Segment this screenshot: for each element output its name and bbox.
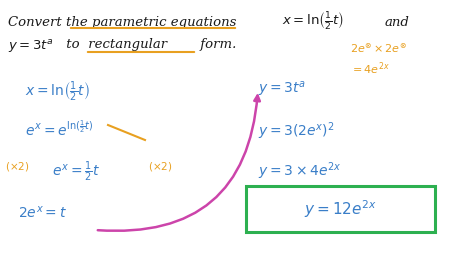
Text: $e^{x} = \frac{1}{2}t$: $e^{x} = \frac{1}{2}t$ — [52, 160, 100, 184]
Text: to: to — [62, 38, 80, 51]
Text: $x = \ln\!\left(\frac{1}{2}t\right)$: $x = \ln\!\left(\frac{1}{2}t\right)$ — [25, 80, 90, 104]
FancyArrowPatch shape — [98, 95, 260, 231]
Text: Convert the parametric equations: Convert the parametric equations — [8, 16, 237, 29]
Text: $= 4e^{2x}$: $= 4e^{2x}$ — [350, 60, 390, 77]
Text: $y = 12e^{2x}$: $y = 12e^{2x}$ — [304, 198, 377, 220]
Text: $(\times 2)$: $(\times 2)$ — [5, 160, 29, 173]
Text: $y = 3\left(2e^{x}\right)^{2}$: $y = 3\left(2e^{x}\right)^{2}$ — [258, 120, 335, 142]
Text: $e^{x} = e^{\ln(\frac{1}{2}t)}$: $e^{x} = e^{\ln(\frac{1}{2}t)}$ — [25, 120, 93, 139]
Text: $y = 3 \times 4e^{2x}$: $y = 3 \times 4e^{2x}$ — [258, 160, 341, 182]
Text: $y = 3t^{a}$: $y = 3t^{a}$ — [258, 80, 306, 99]
Text: $y = 3t^{a}$: $y = 3t^{a}$ — [8, 38, 54, 55]
Text: rectangular: rectangular — [84, 38, 167, 51]
Text: $x = \ln\!\left(\frac{1}{2}t\right)$: $x = \ln\!\left(\frac{1}{2}t\right)$ — [282, 10, 344, 32]
Text: form.: form. — [196, 38, 237, 51]
Text: and: and — [385, 16, 410, 29]
FancyBboxPatch shape — [246, 186, 435, 232]
Text: $(\times 2)$: $(\times 2)$ — [148, 160, 173, 173]
Text: $2e^{x} = t$: $2e^{x} = t$ — [18, 205, 67, 221]
Text: $2e^{\otimes} \times 2e^{\otimes}$: $2e^{\otimes} \times 2e^{\otimes}$ — [350, 42, 407, 55]
